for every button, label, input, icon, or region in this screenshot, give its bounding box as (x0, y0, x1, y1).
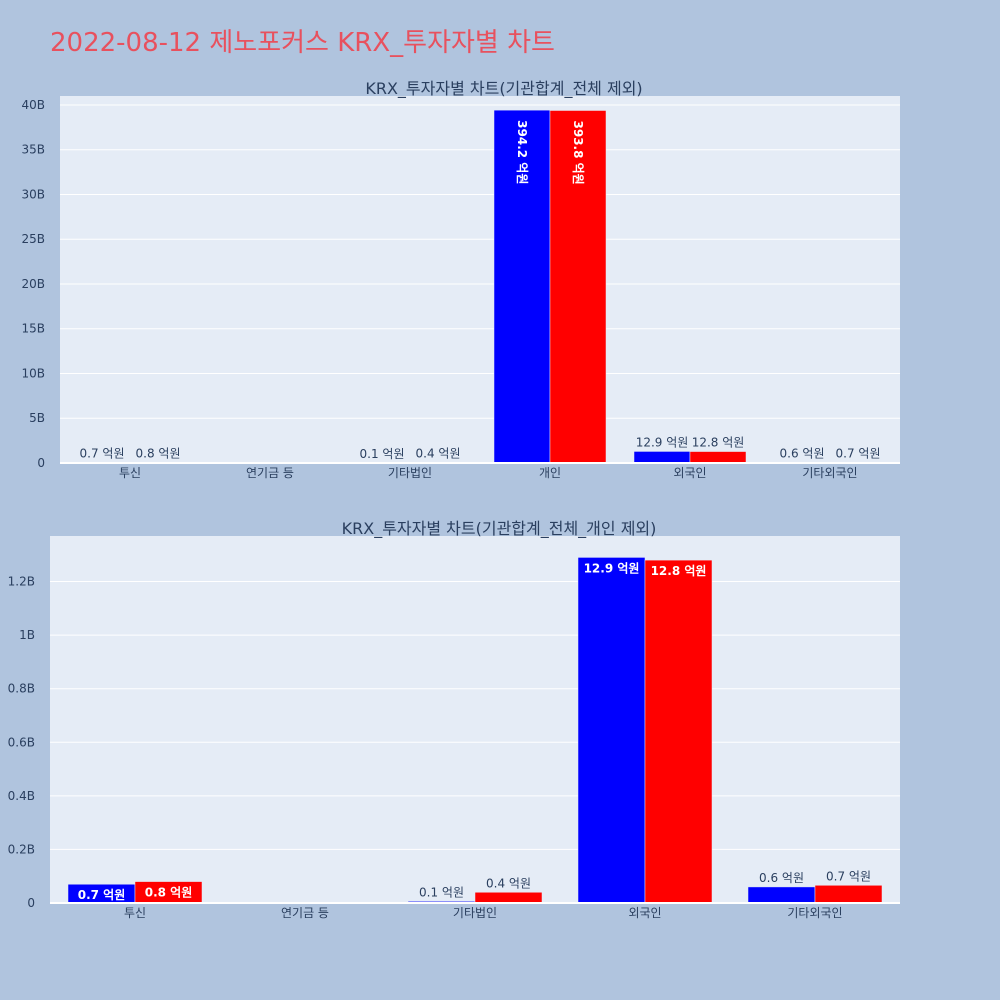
data-label: 0.4 억원 (486, 876, 531, 890)
y-tick-label: 25B (21, 232, 45, 246)
bar-buy-3 (577, 557, 646, 904)
y-tick-label: 1.2B (8, 575, 35, 589)
data-label: 0.7 억원 (78, 888, 126, 902)
data-label: 393.8 억원 (571, 121, 585, 185)
data-label: 0.8 억원 (136, 446, 181, 460)
x-tick-label: 기타법인 (388, 466, 432, 480)
page-title: 2022-08-12 제노포커스 KRX_투자자별 차트 (50, 28, 555, 58)
x-tick-label: 외국인 (628, 906, 661, 920)
data-label: 0.7 억원 (836, 446, 881, 460)
x-tick-label: 기타외국인 (787, 906, 842, 920)
data-label: 12.9 억원 (636, 435, 689, 449)
y-tick-label: 0.4B (8, 789, 35, 803)
chart-title-2: KRX_투자자별 차트(기관합계_전체_개인 제외) (342, 519, 657, 539)
y-tick-label: 20B (21, 277, 45, 291)
y-tick-label: 0.2B (8, 842, 35, 856)
chart-title-1: KRX_투자자별 차트(기관합계_전체 제외) (365, 79, 642, 99)
data-label: 12.9 억원 (584, 561, 640, 575)
x-tick-label: 개인 (539, 466, 561, 480)
data-label: 0.6 억원 (780, 446, 825, 460)
plot-area-1 (60, 96, 900, 463)
bar-sell-3 (644, 559, 713, 904)
y-tick-label: 40B (21, 98, 45, 112)
y-tick-label: 0.6B (8, 735, 35, 749)
bar-buy-4 (633, 451, 691, 464)
data-label: 0.1 억원 (360, 447, 405, 461)
bar-sell-2 (474, 892, 543, 904)
data-label: 0.6 억원 (759, 871, 804, 885)
data-label: 12.8 억원 (651, 564, 707, 578)
y-tick-label: 5B (29, 411, 45, 425)
data-label: 394.2 억원 (515, 120, 529, 184)
y-tick-label: 10B (21, 366, 45, 380)
y-tick-label: 0.8B (8, 682, 35, 696)
data-label: 12.8 억원 (692, 436, 745, 450)
y-tick-label: 35B (21, 143, 45, 157)
x-tick-label: 연기금 등 (246, 466, 294, 480)
data-label: 0.4 억원 (416, 447, 461, 461)
x-tick-label: 투신 (124, 906, 146, 920)
bar-sell-4 (814, 885, 883, 904)
y-tick-label: 15B (21, 322, 45, 336)
plot-area-2 (50, 536, 900, 903)
x-tick-label: 투신 (119, 466, 141, 480)
data-label: 0.7 억원 (80, 446, 125, 460)
data-label: 0.7 억원 (826, 869, 871, 883)
y-tick-label: 0 (27, 896, 35, 910)
y-tick-label: 0 (37, 456, 45, 470)
x-tick-label: 기타법인 (453, 906, 497, 920)
y-tick-label: 1B (19, 628, 35, 642)
data-label: 0.8 억원 (145, 886, 193, 900)
bar-buy-4 (747, 886, 816, 904)
x-tick-label: 연기금 등 (281, 906, 329, 920)
bar-sell-4 (689, 451, 747, 464)
y-tick-label: 30B (21, 187, 45, 201)
x-tick-label: 기타외국인 (802, 466, 857, 480)
data-label: 0.1 억원 (419, 885, 464, 899)
x-tick-label: 외국인 (673, 466, 706, 480)
